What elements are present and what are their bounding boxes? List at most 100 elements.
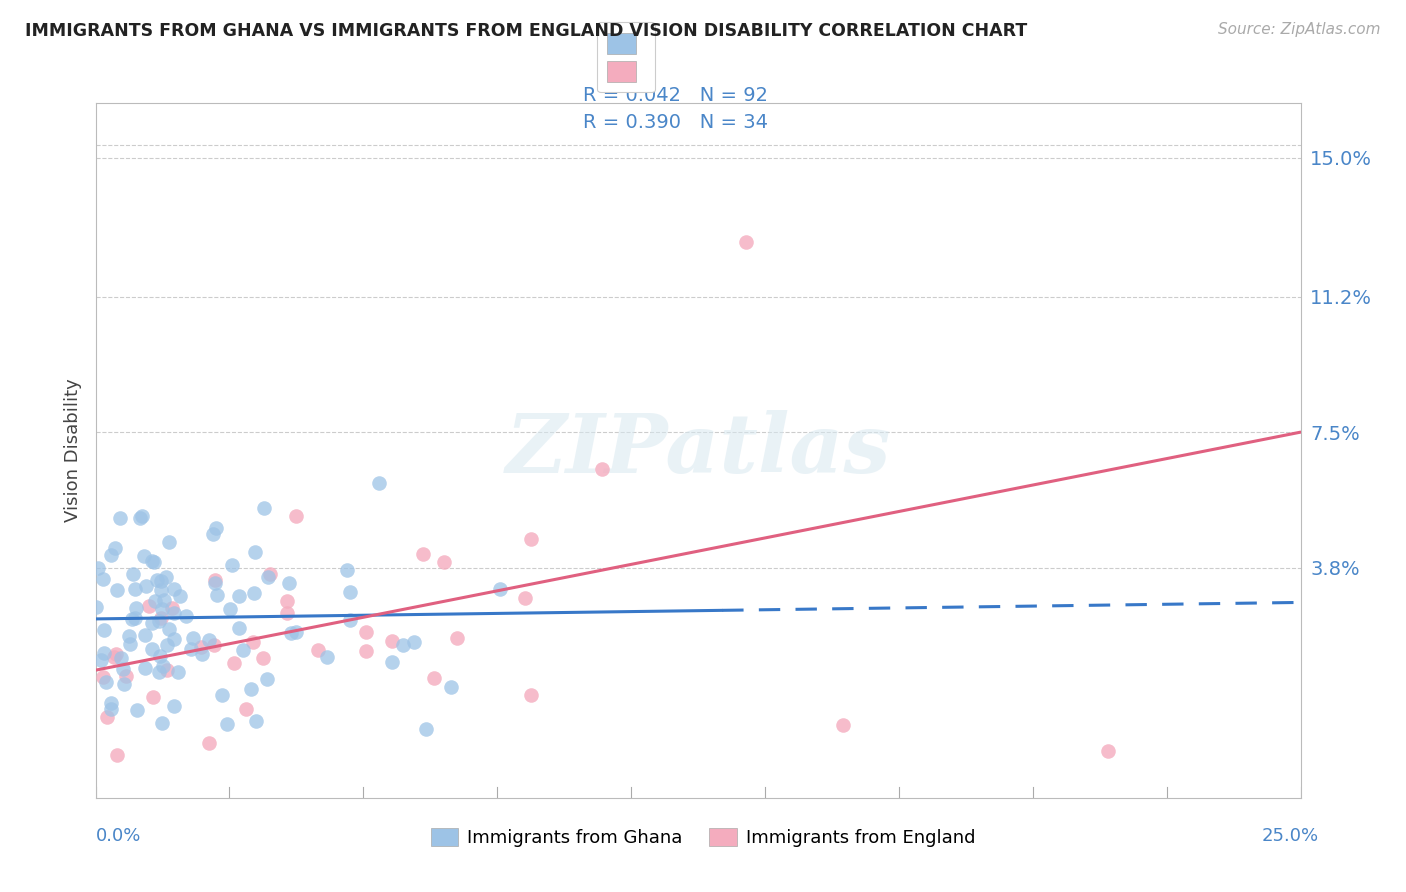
Point: [169, 589, 191, 603]
Point: [224, 656, 246, 670]
Point: [142, 555, 165, 569]
Point: [446, 631, 468, 645]
Point: [148, 665, 170, 680]
Point: [156, 638, 179, 652]
Point: [190, 640, 212, 654]
Point: [142, 690, 165, 704]
Point: [96, 710, 118, 724]
Point: [118, 629, 141, 643]
Point: [135, 579, 157, 593]
Point: [381, 633, 404, 648]
Point: [207, 588, 229, 602]
Point: [257, 570, 280, 584]
Point: [155, 570, 177, 584]
Point: [205, 521, 228, 535]
Point: [134, 661, 156, 675]
Point: [284, 625, 307, 640]
Point: [191, 647, 214, 661]
Point: [280, 625, 302, 640]
Point: [163, 698, 186, 713]
Point: [368, 475, 391, 490]
Point: [103, 649, 125, 664]
Point: [284, 508, 307, 523]
Point: [104, 541, 127, 555]
Point: [228, 589, 250, 603]
Point: [84, 599, 107, 614]
Point: [198, 633, 221, 648]
Point: [211, 689, 233, 703]
Point: [221, 558, 243, 572]
Point: [156, 664, 179, 678]
Point: [339, 585, 361, 599]
Point: [277, 576, 299, 591]
Legend: Immigrants from Ghana, Immigrants from England: Immigrants from Ghana, Immigrants from E…: [423, 821, 983, 855]
Point: [124, 610, 146, 624]
Point: [115, 668, 138, 682]
Point: [201, 526, 224, 541]
Point: [146, 573, 169, 587]
Point: [100, 548, 122, 562]
Point: [134, 628, 156, 642]
Point: [124, 600, 146, 615]
Point: [112, 677, 135, 691]
Point: [1097, 744, 1119, 758]
Point: [121, 612, 143, 626]
Point: [316, 649, 339, 664]
Point: [105, 747, 128, 762]
Point: [432, 555, 454, 569]
Point: [402, 635, 425, 649]
Point: [219, 602, 242, 616]
Point: [232, 643, 254, 657]
Point: [245, 544, 267, 558]
Point: [91, 572, 114, 586]
Point: [148, 648, 170, 663]
Point: [104, 648, 127, 662]
Point: [143, 594, 166, 608]
Point: [141, 641, 163, 656]
Point: [174, 609, 197, 624]
Point: [415, 722, 437, 736]
Point: [152, 659, 174, 673]
Point: [91, 670, 114, 684]
Point: [100, 696, 122, 710]
Point: [180, 641, 202, 656]
Point: [93, 623, 115, 637]
Point: [204, 573, 226, 587]
Point: [235, 702, 257, 716]
Point: [520, 532, 543, 546]
Point: [354, 624, 377, 639]
Point: [141, 554, 163, 568]
Text: IMMIGRANTS FROM GHANA VS IMMIGRANTS FROM ENGLAND VISION DISABILITY CORRELATION C: IMMIGRANTS FROM GHANA VS IMMIGRANTS FROM…: [25, 22, 1028, 40]
Point: [239, 681, 262, 696]
Point: [127, 702, 149, 716]
Point: [153, 593, 176, 607]
Point: [166, 665, 188, 679]
Point: [118, 636, 141, 650]
Point: [276, 594, 298, 608]
Text: 25.0%: 25.0%: [1261, 827, 1319, 845]
Point: [112, 662, 135, 676]
Point: [108, 511, 131, 525]
Point: [735, 235, 758, 249]
Point: [339, 613, 361, 627]
Point: [202, 639, 225, 653]
Point: [489, 582, 512, 596]
Point: [515, 591, 537, 606]
Point: [381, 656, 404, 670]
Point: [181, 631, 204, 645]
Point: [132, 549, 155, 564]
Point: [94, 674, 117, 689]
Point: [149, 574, 172, 588]
Point: [148, 615, 170, 629]
Point: [138, 599, 160, 614]
Point: [150, 611, 173, 625]
Text: Source: ZipAtlas.com: Source: ZipAtlas.com: [1218, 22, 1381, 37]
Point: [591, 462, 613, 476]
Point: [100, 702, 122, 716]
Point: [105, 582, 128, 597]
Point: [392, 638, 415, 652]
Point: [129, 511, 152, 525]
Point: [253, 500, 276, 515]
Text: ZIPatlas: ZIPatlas: [505, 410, 891, 491]
Point: [152, 602, 174, 616]
